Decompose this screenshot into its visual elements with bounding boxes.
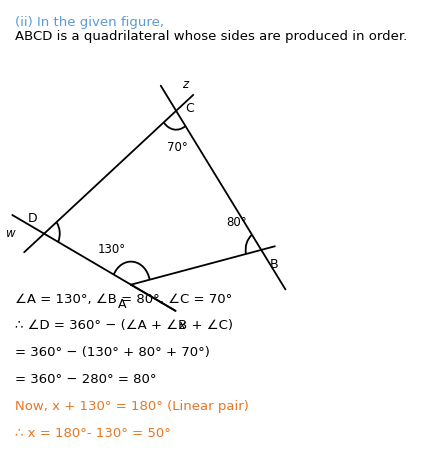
Text: A: A xyxy=(118,298,126,311)
Text: x: x xyxy=(178,319,185,332)
Text: ABCD is a quadrilateral whose sides are produced in order.: ABCD is a quadrilateral whose sides are … xyxy=(14,30,406,43)
Text: 130°: 130° xyxy=(98,243,126,256)
Text: ∠A = 130°, ∠B = 80°, ∠C = 70°: ∠A = 130°, ∠B = 80°, ∠C = 70° xyxy=(14,293,231,305)
Text: 70°: 70° xyxy=(167,141,188,154)
Text: (ii) In the given figure,: (ii) In the given figure, xyxy=(14,16,163,29)
Text: ∴ x = 180°- 130° = 50°: ∴ x = 180°- 130° = 50° xyxy=(14,427,170,440)
Text: w: w xyxy=(6,227,15,240)
Text: 80°: 80° xyxy=(226,216,247,229)
Text: ∴ ∠D = 360° − (∠A + ∠B + ∠C): ∴ ∠D = 360° − (∠A + ∠B + ∠C) xyxy=(14,320,232,332)
Text: D: D xyxy=(28,212,37,225)
Text: = 360° − (130° + 80° + 70°): = 360° − (130° + 80° + 70°) xyxy=(14,346,209,359)
Text: B: B xyxy=(269,258,278,271)
Text: = 360° − 280° = 80°: = 360° − 280° = 80° xyxy=(14,373,156,386)
Text: C: C xyxy=(184,102,193,115)
Text: z: z xyxy=(182,78,188,91)
Text: Now, x + 130° = 180° (Linear pair): Now, x + 130° = 180° (Linear pair) xyxy=(14,400,248,413)
